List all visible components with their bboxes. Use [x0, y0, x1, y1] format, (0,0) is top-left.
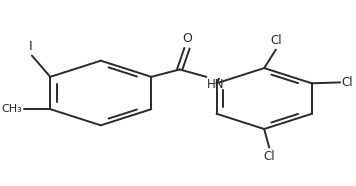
- Text: HN: HN: [207, 78, 225, 91]
- Text: Cl: Cl: [342, 76, 354, 89]
- Text: Cl: Cl: [263, 150, 275, 163]
- Text: Cl: Cl: [271, 34, 282, 47]
- Text: CH₃: CH₃: [1, 104, 22, 114]
- Text: I: I: [28, 40, 32, 53]
- Text: O: O: [182, 32, 192, 45]
